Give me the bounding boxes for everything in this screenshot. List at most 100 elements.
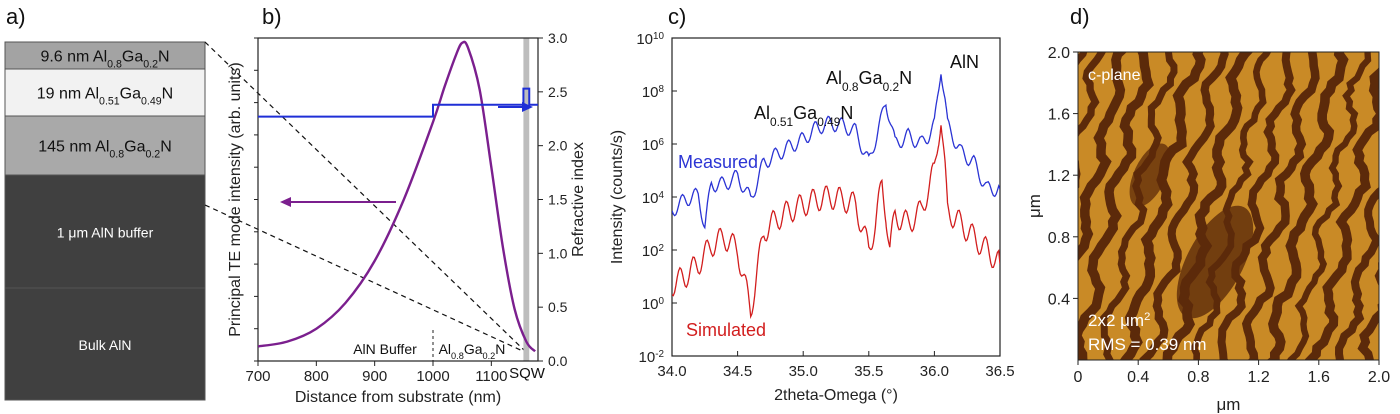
subscript: 0.2: [483, 351, 496, 361]
afm-y-tick-label: 0.4: [1048, 291, 1070, 308]
x-axis-label: Distance from substrate (nm): [295, 389, 501, 406]
text-part: 10: [642, 243, 659, 260]
afm-y-tick-label: 1.2: [1048, 168, 1070, 185]
step-edge: [1334, 187, 1379, 360]
step-edge: [1190, 52, 1272, 360]
step-edge: [1217, 52, 1296, 360]
layer-stack: 9.6 nm Al0.8Ga0.2N 19 nm Al0.51Ga0.49N 145…: [4, 41, 206, 401]
subscript: 0.2: [883, 80, 900, 94]
step-edge: [1241, 52, 1320, 360]
step-edge: [1078, 52, 1107, 189]
step-edge: [934, 42, 1004, 366]
text-part: N: [840, 103, 853, 123]
text-part: Ga: [124, 139, 145, 156]
y-axis-label: Intensity (counts/s): [609, 130, 626, 264]
x-tick-label: 35.5: [854, 363, 883, 380]
layer-label-0: 9.6 nm Al0.8Ga0.2N: [40, 49, 169, 71]
step-bunch: [1176, 205, 1254, 319]
step-edge: [1286, 52, 1372, 360]
region-label-algan: Al0.8Ga0.2N: [439, 341, 506, 361]
y-tick-label: 10-2: [639, 349, 664, 367]
y-tick-label: 102: [642, 243, 664, 261]
text-part: SQW: [509, 365, 546, 382]
series-simulated: [672, 125, 1000, 320]
layer-0: [4, 41, 206, 70]
arrow-right-head: [522, 102, 533, 112]
x-tick-label: 1000: [416, 368, 449, 385]
peak-label-aln: AlN: [950, 52, 979, 72]
step-edge: [1266, 52, 1349, 360]
text-part: N: [162, 86, 174, 103]
subscript: 0.2: [145, 149, 160, 161]
layer-1: [4, 68, 206, 117]
subscript: 0.2: [143, 59, 158, 71]
x-tick-label: 36.5: [985, 363, 1014, 380]
x-tick-label: 35.0: [789, 363, 818, 380]
layer-2: [4, 115, 206, 176]
layer-label-2: 145 nm Al0.8Ga0.2N: [38, 139, 172, 161]
series-group: [258, 40, 538, 353]
afm-panel: c-plane 2x2 μm2 RMS = 0.39 nm 0 0.4 0.8 1.2 1.6…: [934, 42, 1400, 414]
y-right-tick-label: 0.0: [548, 353, 568, 369]
afm-plane-label: c-plane: [1088, 67, 1141, 84]
text-part: Ga: [859, 68, 884, 88]
arrow-left-head: [280, 197, 291, 207]
afm-x-tick-label: 1.6: [1308, 369, 1330, 386]
text-part: Al: [754, 103, 770, 123]
subscript: 0.8: [451, 351, 464, 361]
text-part: 2x2 μm: [1088, 311, 1144, 330]
x-tick-label: 1100: [475, 368, 507, 385]
subscript: 0.8: [107, 59, 122, 71]
series-left: [258, 40, 536, 353]
text-part: 10: [642, 190, 659, 207]
step-edge: [1119, 52, 1206, 360]
afm-steps: [934, 42, 1400, 366]
subscript: 6: [659, 137, 665, 148]
x-tick-label: 34.0: [657, 363, 686, 380]
subscript: 0.8: [842, 80, 859, 94]
afm-frame: [1077, 51, 1380, 361]
text-part: N: [899, 68, 912, 88]
text-part: 145 nm Al: [38, 139, 109, 156]
subscript: 2: [659, 243, 665, 254]
step-edge: [1304, 66, 1379, 360]
afm-x-tick-label: 0.4: [1127, 369, 1149, 386]
peak-label-al08: Al0.8Ga0.2N: [826, 68, 912, 94]
y-right-tick-label: 1.5: [548, 192, 568, 208]
layer-label-3: 1 μm AlN buffer: [57, 225, 154, 241]
layer-3: [4, 174, 206, 289]
y-right-axis-label: Refractive index: [570, 142, 587, 257]
step-edge: [1078, 52, 1127, 262]
text-part: Ga: [120, 86, 141, 103]
subscript: 8: [659, 84, 665, 95]
legend-measured: Measured: [678, 152, 758, 172]
y-right-tick-label: 3.0: [548, 30, 568, 46]
subscript: 0.8: [109, 149, 124, 161]
region-label-buffer: AlN Buffer: [353, 341, 417, 357]
text-part: 10: [642, 296, 659, 313]
chart-b: 700 800 900 1000 1100 0.0 0.5 1.0 1.5 2.0 2.5 3.0 Di…: [227, 30, 587, 406]
afm-y-tick-label: 0.8: [1048, 230, 1070, 247]
afm-y-axis-label: μm: [1025, 194, 1044, 218]
panel-c-letter: c): [668, 4, 686, 29]
subscript: 0.51: [770, 115, 794, 129]
x-tick-label: 34.5: [723, 363, 752, 380]
step-edge: [1139, 52, 1229, 360]
peak-label-al051: Al0.51Ga0.49N: [754, 103, 853, 129]
step-bunch: [1129, 143, 1171, 207]
afm-y-tick-label: 1.6: [1048, 107, 1070, 124]
subscript: 0.49: [817, 115, 841, 129]
step-edge: [1078, 52, 1154, 360]
step-edge: [957, 42, 1032, 366]
subscript: 2: [1144, 311, 1150, 323]
text-part: Ga: [464, 341, 483, 357]
step-edge: [1390, 42, 1400, 366]
layer-label-1: 19 nm Al0.51Ga0.49N: [37, 86, 173, 108]
afm-rms-label: RMS = 0.39 nm: [1088, 335, 1207, 354]
afm-x-tick-label: 2.0: [1368, 369, 1390, 386]
y-tick-label: 1010: [636, 31, 664, 49]
text-part: Al: [826, 68, 842, 88]
afm-y-tick-label: 2.0: [1048, 45, 1070, 62]
text-part: 19 nm Al: [37, 86, 99, 103]
panel-a-letter: a): [6, 4, 26, 29]
